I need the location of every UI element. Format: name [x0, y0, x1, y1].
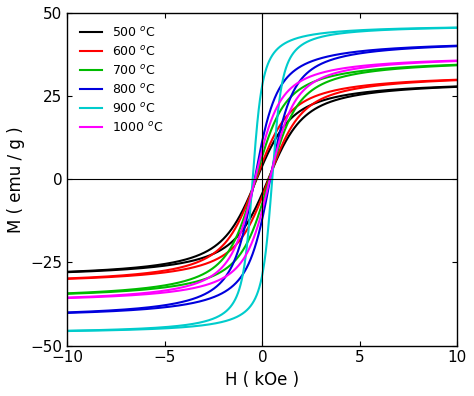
- Y-axis label: M ( emu / g ): M ( emu / g ): [7, 126, 25, 232]
- Legend: 500 $^o$C, 600 $^o$C, 700 $^o$C, 800 $^o$C, 900 $^o$C, 1000 $^o$C: 500 $^o$C, 600 $^o$C, 700 $^o$C, 800 $^o…: [73, 19, 170, 141]
- X-axis label: H ( kOe ): H ( kOe ): [225, 371, 300, 389]
